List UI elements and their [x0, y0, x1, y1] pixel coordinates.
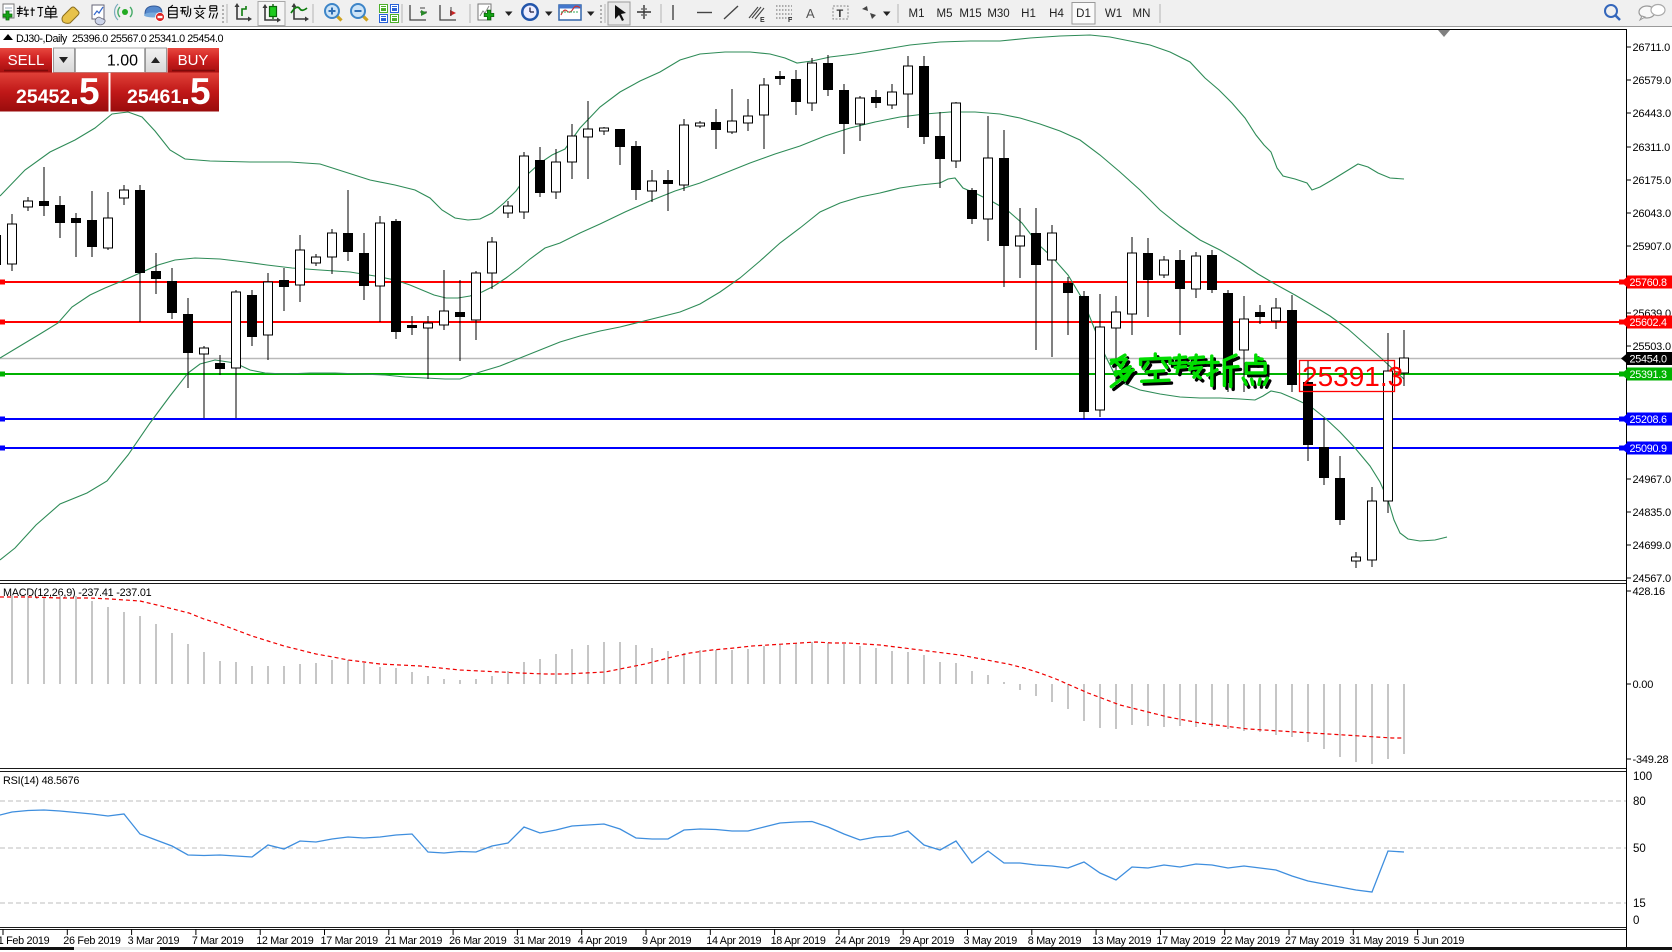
svg-text:428.16: 428.16	[1633, 586, 1666, 598]
svg-text:31 Mar 2019: 31 Mar 2019	[513, 935, 571, 947]
svg-text:22 May 2019: 22 May 2019	[1221, 935, 1280, 947]
svg-text:M30: M30	[987, 8, 1009, 20]
svg-text:26711.0: 26711.0	[1633, 42, 1671, 54]
svg-text:25602.4: 25602.4	[1630, 317, 1668, 329]
svg-text:15: 15	[1633, 898, 1646, 910]
svg-text:100: 100	[1633, 771, 1652, 783]
svg-text:24967.0: 24967.0	[1633, 474, 1671, 486]
svg-text:26043.0: 26043.0	[1633, 208, 1671, 220]
svg-text:24567.0: 24567.0	[1633, 573, 1671, 585]
svg-text:14 Apr 2019: 14 Apr 2019	[706, 935, 761, 947]
svg-text:9 Apr 2019: 9 Apr 2019	[642, 935, 692, 947]
svg-text:25391.3: 25391.3	[1630, 369, 1668, 381]
svg-text:21 Mar 2019: 21 Mar 2019	[385, 935, 443, 947]
svg-text:0.00: 0.00	[1633, 679, 1654, 691]
svg-text:5 Jun 2019: 5 Jun 2019	[1414, 935, 1465, 947]
svg-text:8 May 2019: 8 May 2019	[1028, 935, 1082, 947]
svg-text:21 Feb 2019: 21 Feb 2019	[0, 935, 50, 947]
svg-text:5: 5	[79, 71, 100, 112]
svg-text:25090.9: 25090.9	[1630, 443, 1668, 455]
svg-text:50: 50	[1633, 843, 1646, 855]
svg-text:E: E	[760, 17, 765, 24]
svg-text:F: F	[788, 17, 793, 24]
svg-text:24 Apr 2019: 24 Apr 2019	[835, 935, 890, 947]
svg-text:25907.0: 25907.0	[1633, 241, 1671, 253]
svg-text:T: T	[837, 8, 844, 20]
svg-text:17 May 2019: 17 May 2019	[1156, 935, 1215, 947]
svg-text:3 Mar 2019: 3 Mar 2019	[128, 935, 180, 947]
svg-text:0: 0	[1633, 915, 1639, 927]
svg-text:4 Apr 2019: 4 Apr 2019	[578, 935, 628, 947]
svg-text:SELL: SELL	[8, 52, 45, 69]
svg-text:W1: W1	[1105, 8, 1122, 20]
svg-text:17 Mar 2019: 17 Mar 2019	[321, 935, 379, 947]
svg-text:RSI(14) 48.5676: RSI(14) 48.5676	[3, 775, 79, 787]
svg-text:26 Mar 2019: 26 Mar 2019	[449, 935, 507, 947]
svg-text:BUY: BUY	[178, 52, 209, 69]
svg-text:12 Mar 2019: 12 Mar 2019	[256, 935, 314, 947]
svg-text:26 Feb 2019: 26 Feb 2019	[63, 935, 121, 947]
svg-text:MN: MN	[1133, 8, 1151, 20]
svg-text:25391.3: 25391.3	[1302, 361, 1403, 392]
svg-text:25760.8: 25760.8	[1630, 277, 1668, 289]
svg-text:25208.6: 25208.6	[1630, 414, 1668, 426]
svg-text:M5: M5	[937, 8, 953, 20]
svg-text:H4: H4	[1049, 8, 1064, 20]
svg-text:24835.0: 24835.0	[1633, 507, 1671, 519]
svg-text:29 Apr 2019: 29 Apr 2019	[899, 935, 954, 947]
svg-text:27 May 2019: 27 May 2019	[1285, 935, 1344, 947]
svg-text:5: 5	[190, 71, 211, 112]
svg-text:D1: D1	[1076, 8, 1091, 20]
svg-text:26175.0: 26175.0	[1633, 175, 1671, 187]
svg-text:7 Mar 2019: 7 Mar 2019	[192, 935, 244, 947]
svg-text:26443.0: 26443.0	[1633, 108, 1671, 120]
svg-text:24699.0: 24699.0	[1633, 540, 1671, 552]
svg-text:-349.28: -349.28	[1633, 754, 1669, 766]
svg-text:26311.0: 26311.0	[1633, 142, 1671, 154]
svg-text:80: 80	[1633, 796, 1646, 808]
svg-text:M15: M15	[959, 8, 981, 20]
svg-text:M1: M1	[909, 8, 925, 20]
svg-text:H1: H1	[1021, 8, 1036, 20]
svg-text:1.00: 1.00	[107, 53, 138, 70]
svg-text:3 May 2019: 3 May 2019	[964, 935, 1018, 947]
svg-text:DJ30-,Daily 25396.0 25567.0 2: DJ30-,Daily 25396.0 25567.0 25341.0 2545…	[16, 33, 224, 45]
svg-text:25461: 25461	[127, 86, 181, 108]
svg-text:13 May 2019: 13 May 2019	[1092, 935, 1151, 947]
svg-text:25454.0: 25454.0	[1630, 354, 1668, 366]
svg-text:31 May 2019: 31 May 2019	[1349, 935, 1408, 947]
svg-text:MACD(12,26,9) -237.41 -237.01: MACD(12,26,9) -237.41 -237.01	[3, 587, 152, 599]
svg-text:A: A	[806, 6, 815, 21]
svg-text:18 Apr 2019: 18 Apr 2019	[771, 935, 826, 947]
svg-text:25503.0: 25503.0	[1633, 341, 1671, 353]
svg-text:25452: 25452	[16, 86, 70, 108]
svg-text:26579.0: 26579.0	[1633, 75, 1671, 87]
